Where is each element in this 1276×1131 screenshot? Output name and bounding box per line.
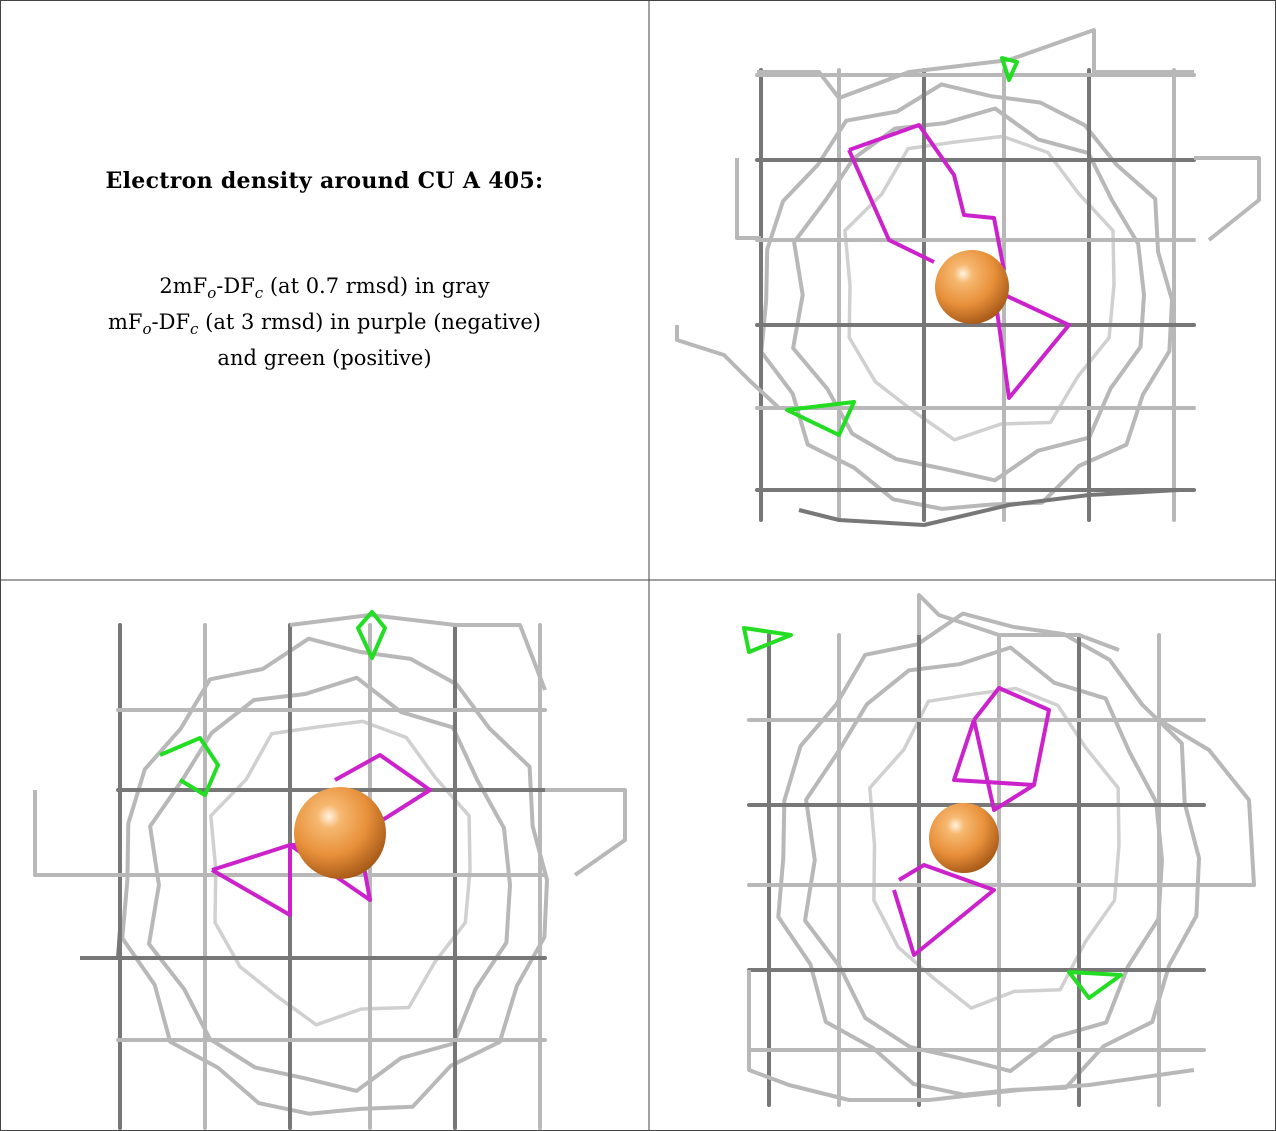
mesh-right-flap	[1194, 156, 1261, 242]
mesh-left-flap	[735, 158, 761, 240]
density-view-3	[649, 580, 1276, 1131]
negative-density-1	[952, 686, 1051, 787]
map-legend: 2mFo-DFc (at 0.7 rmsd) in gray mFo-DFc (…	[108, 272, 541, 373]
mesh-top-edge	[289, 613, 547, 691]
mesh-left-tail	[80, 929, 122, 960]
caption-cell: Electron density around CU A 405: 2mFo-D…	[0, 0, 649, 580]
density-view-1	[649, 0, 1276, 580]
legend-line-positive: and green (positive)	[217, 346, 432, 371]
legend-line-2fofc: 2mFo-DFc (at 0.7 rmsd) in gray	[159, 274, 490, 303]
negative-density-1	[211, 843, 292, 917]
positive-density-2	[1067, 970, 1123, 1000]
density-mesh-view-1	[675, 28, 1261, 527]
copper-atom-sphere	[294, 787, 386, 879]
legend-line-fofc: mFo-DFc (at 3 rmsd) in purple (negative)	[108, 310, 541, 339]
copper-atom-sphere	[929, 803, 999, 873]
copper-atom-sphere	[935, 250, 1009, 324]
mesh-left-flap	[33, 790, 120, 877]
density-view-2	[0, 580, 649, 1131]
negative-density-3	[892, 863, 996, 957]
figure-title: Electron density around CU A 405:	[105, 168, 544, 194]
negative-density-2	[972, 719, 1036, 812]
density-mesh-view-3	[742, 593, 1256, 1107]
mesh-right-flap	[1157, 718, 1256, 887]
negative-density-2	[847, 149, 935, 264]
density-mesh-view-2	[33, 610, 627, 1130]
mesh-bottom-edge	[798, 488, 1180, 527]
mesh-right-flap	[545, 788, 627, 877]
mesh-top-edge	[757, 28, 1194, 100]
